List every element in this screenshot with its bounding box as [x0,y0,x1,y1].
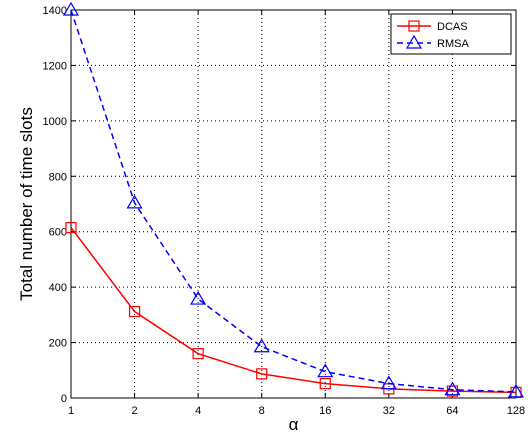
y-tick-label: 800 [49,171,67,183]
legend-entry-dcas: DCAS [397,20,468,33]
legend-label: DCAS [437,21,468,33]
data-point-rmsa [190,290,207,305]
x-tick-label: 8 [259,405,265,417]
y-tick-label: 400 [49,282,67,294]
x-tick-label: 64 [446,405,458,417]
data-point-dcas [256,368,268,380]
data-point-rmsa [126,194,143,209]
legend-marker [405,34,423,49]
data-point-dcas [128,305,141,318]
data-point-rmsa [507,383,525,398]
y-tick-label: 0 [61,393,67,405]
series-line-dcas [70,227,517,394]
data-point-rmsa [444,381,461,396]
series-group [62,1,525,399]
legend-marker [408,20,420,32]
y-tick-label: 1000 [43,116,67,128]
data-point-rmsa [62,1,80,16]
data-point-dcas [192,348,204,360]
y-tick-label: 600 [49,227,67,239]
data-point-rmsa [317,363,334,378]
legend-label: RMSA [437,38,469,50]
data-point-dcas [65,221,77,234]
plot-area [70,9,517,399]
x-tick-label: 1 [68,405,74,417]
x-tick-label: 32 [383,405,395,417]
legend: DCAS RMSA [390,13,512,55]
y-axis-label: Total number of time slots [17,107,36,301]
data-point-rmsa [253,338,270,353]
data-point-rmsa [380,375,397,390]
x-tick-label: 4 [195,405,201,417]
y-tick-label: 1200 [43,60,67,72]
series-line-rmsa [70,9,517,393]
legend-entry-rmsa: RMSA [397,34,469,50]
x-tick-label: 2 [132,405,138,417]
y-tick-label: 200 [49,338,67,350]
grid [71,10,516,398]
x-axis-label: α [289,415,299,434]
x-tick-label: 128 [507,405,525,417]
data-point-dcas [319,377,331,390]
series-rmsa [62,1,525,398]
x-tick-label: 16 [319,405,331,417]
y-tick-label: 1400 [43,5,67,17]
axis-ticks: 1 2 4 8 16 32 64 128 0 200 400 600 800 1000 1200 1400 [43,5,526,417]
